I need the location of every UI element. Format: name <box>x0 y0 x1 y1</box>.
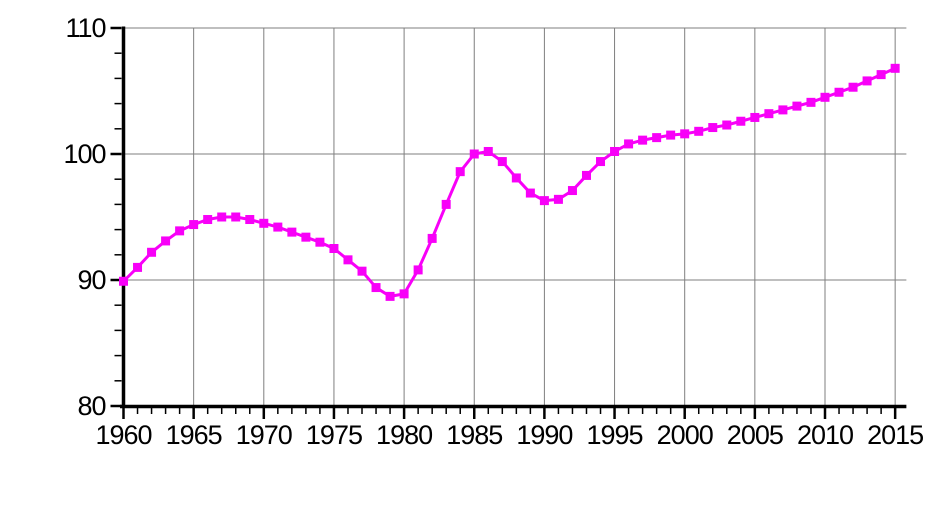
data-point <box>427 233 437 243</box>
data-point <box>161 236 171 246</box>
data-point <box>778 105 788 115</box>
data-point <box>469 149 479 159</box>
data-point <box>525 188 535 198</box>
data-point <box>581 170 591 180</box>
data-point <box>708 123 718 133</box>
data-point <box>343 255 353 265</box>
data-point <box>624 139 634 149</box>
data-point <box>792 101 802 111</box>
y-tick-label: 90 <box>77 265 105 295</box>
data-point <box>862 76 872 86</box>
data-point <box>217 212 227 222</box>
x-tick-label: 1990 <box>516 420 572 450</box>
data-point <box>764 109 774 119</box>
axes <box>120 26 907 409</box>
data-point <box>315 237 325 247</box>
data-point <box>119 276 128 286</box>
data-point <box>231 212 241 222</box>
x-tick-label: 2005 <box>727 420 783 450</box>
y-tick-label: 110 <box>65 13 105 43</box>
data-point <box>596 157 606 167</box>
data-point <box>357 266 367 276</box>
data-point <box>511 173 521 183</box>
data-point <box>680 129 690 139</box>
data-point <box>189 220 199 230</box>
data-point <box>287 227 297 237</box>
x-tick-label: 1975 <box>306 420 362 450</box>
data-point <box>567 186 577 196</box>
x-tick-label: 1965 <box>166 420 222 450</box>
data-point <box>385 291 395 301</box>
y-tick-label: 100 <box>63 139 105 169</box>
data-point <box>273 222 283 232</box>
data-point <box>890 63 900 73</box>
data-point <box>722 120 732 130</box>
data-point <box>736 116 746 126</box>
data-point <box>750 112 760 122</box>
data-point <box>133 262 143 272</box>
data-point <box>694 126 704 136</box>
x-tick-label: 2010 <box>797 420 853 450</box>
data-point <box>539 196 549 206</box>
data-point <box>441 199 451 209</box>
data-point <box>806 97 816 107</box>
series-series-1 <box>119 63 900 301</box>
x-tick-label: 2000 <box>657 420 713 450</box>
data-point <box>455 167 465 177</box>
x-tick-label: 1980 <box>376 420 432 450</box>
data-point <box>413 265 423 275</box>
data-point <box>301 232 311 242</box>
data-point <box>666 130 676 140</box>
data-point <box>834 87 844 97</box>
data-point <box>175 226 185 236</box>
data-point <box>329 244 339 253</box>
data-point <box>245 215 255 225</box>
data-point <box>259 218 269 228</box>
x-tick-label: 1970 <box>236 420 292 450</box>
data-point <box>483 146 493 156</box>
data-point <box>553 194 563 204</box>
data-point <box>652 133 662 143</box>
data-point <box>820 92 830 102</box>
x-tick-label: 1985 <box>446 420 502 450</box>
data-point <box>638 135 648 145</box>
data-point <box>371 283 381 293</box>
data-point <box>876 70 886 80</box>
data-point <box>203 215 213 225</box>
y-tick-label: 80 <box>77 391 105 421</box>
x-tick-label: 1995 <box>587 420 643 450</box>
data-point <box>848 82 858 92</box>
ticks <box>110 26 897 419</box>
data-point <box>147 247 157 257</box>
x-tick-label: 1960 <box>95 420 151 450</box>
data-point <box>399 289 409 299</box>
tick-labels: 1960 1965 1970 1975 1980 1985 1990 1995 2000 2005… <box>63 13 924 450</box>
x-tick-label: 2015 <box>867 420 923 450</box>
data-point <box>497 157 507 167</box>
gridlines <box>123 27 907 406</box>
data-point <box>610 146 620 156</box>
